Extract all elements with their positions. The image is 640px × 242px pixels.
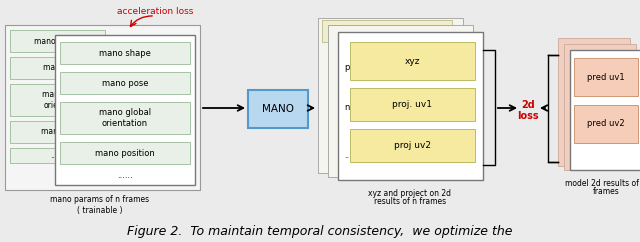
Bar xyxy=(350,88,475,121)
Text: mano shape: mano shape xyxy=(34,37,81,45)
Bar xyxy=(5,25,200,190)
Text: xyz: xyz xyxy=(404,56,420,66)
Text: xyz: xyz xyxy=(380,27,394,36)
Text: model 2d results of n: model 2d results of n xyxy=(565,179,640,188)
Text: pred uv2: pred uv2 xyxy=(587,120,625,129)
Text: MANO: MANO xyxy=(262,104,294,114)
Text: ......: ...... xyxy=(117,171,133,180)
Text: mano shape: mano shape xyxy=(99,48,151,58)
Bar xyxy=(10,57,105,79)
Bar xyxy=(350,42,475,80)
Text: loss: loss xyxy=(517,111,539,121)
Bar xyxy=(328,25,473,177)
Bar xyxy=(338,32,483,180)
Bar xyxy=(574,58,638,96)
Bar xyxy=(55,35,195,185)
Text: mano gl
orienta: mano gl orienta xyxy=(42,90,73,110)
Bar xyxy=(60,142,190,164)
Text: p: p xyxy=(344,63,349,73)
Text: ......: ...... xyxy=(51,151,65,160)
Bar xyxy=(570,50,640,170)
Bar xyxy=(10,84,105,116)
Bar xyxy=(60,72,190,94)
Bar xyxy=(574,105,638,143)
Text: mano global
orientation: mano global orientation xyxy=(99,108,151,128)
Bar xyxy=(10,121,105,143)
Text: results of n frames: results of n frames xyxy=(374,197,446,206)
Bar xyxy=(558,38,630,166)
Text: mano co: mano co xyxy=(41,128,74,136)
Text: ( trainable ): ( trainable ) xyxy=(77,205,123,214)
Bar xyxy=(10,148,105,163)
Bar xyxy=(10,30,105,52)
Text: 2d: 2d xyxy=(521,100,535,110)
Text: mano p: mano p xyxy=(43,63,72,73)
Text: n: n xyxy=(344,104,349,113)
Text: frames: frames xyxy=(593,188,620,197)
Text: pred uv1: pred uv1 xyxy=(587,73,625,82)
Text: xyz and project on 2d: xyz and project on 2d xyxy=(369,189,451,197)
Bar xyxy=(60,42,190,64)
Text: mano params of n frames: mano params of n frames xyxy=(51,196,150,204)
Text: proj. uv1: proj. uv1 xyxy=(392,100,433,109)
Bar xyxy=(318,18,463,173)
Bar xyxy=(322,20,452,42)
Text: mano pose: mano pose xyxy=(102,78,148,88)
Bar xyxy=(60,102,190,134)
Text: Figure 2.  To maintain temporal consistency,  we optimize the: Figure 2. To maintain temporal consisten… xyxy=(127,226,513,239)
Text: .......: ....... xyxy=(344,151,362,159)
Text: mano position: mano position xyxy=(95,149,155,158)
Text: acceleration loss: acceleration loss xyxy=(117,8,193,16)
Bar xyxy=(248,90,308,128)
Bar xyxy=(350,129,475,162)
Bar xyxy=(564,44,636,170)
Text: proj uv2: proj uv2 xyxy=(394,141,431,150)
